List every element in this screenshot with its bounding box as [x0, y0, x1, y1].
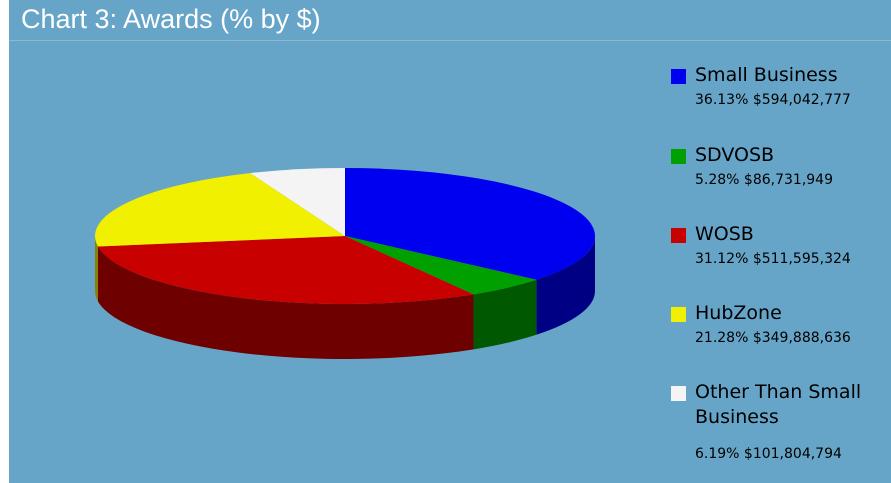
legend-item-other-than-small-business: Other Than Small Business 6.19% $101,804… [671, 383, 891, 473]
legend-swatch-hubzone [671, 307, 686, 322]
pie-side-wosb [98, 246, 474, 359]
legend-label-other-than-small-business: Other Than Small Business [695, 383, 862, 428]
legend-swatch-small-business [671, 69, 686, 84]
pie-slice-sdvosb [345, 236, 537, 295]
pie-side-sdvosb [473, 279, 537, 350]
pie-side-small-business [536, 236, 595, 335]
pie-slice-wosb [98, 236, 474, 304]
legend-swatch-wosb [671, 228, 686, 243]
legend-label-sdvosb: SDVOSB [695, 146, 775, 166]
pie-slice-other-than-small-business [250, 168, 345, 236]
legend-item-hubzone: HubZone 21.28% $349,888,636 [671, 304, 891, 359]
legend-value-wosb: 31.12% $511,595,324 [695, 251, 851, 267]
legend-swatch-other-than-small-business [671, 386, 686, 401]
legend-value-hubzone: 21.28% $349,888,636 [695, 330, 851, 346]
chart-title: Chart 3: Awards (% by $) [21, 4, 321, 34]
pie-slice-small-business [345, 168, 595, 280]
pie-top [94, 168, 595, 304]
legend-label-small-business: Small Business [695, 66, 838, 86]
legend-label-hubzone: HubZone [695, 304, 782, 324]
legend-value-other-than-small-business: 6.19% $101,804,794 [695, 446, 842, 462]
pie-slice-hubzone [94, 173, 345, 247]
pie-side-hubzone [94, 236, 98, 302]
legend-item-wosb: WOSB 31.12% $511,595,324 [671, 225, 891, 280]
legend-item-sdvosb: SDVOSB 5.28% $86,731,949 [671, 146, 891, 201]
title-bar: Chart 3: Awards (% by $) [9, 0, 891, 41]
legend-swatch-sdvosb [671, 149, 686, 164]
legend-label-wosb: WOSB [695, 225, 754, 245]
pie-sides [94, 236, 595, 359]
legend-value-small-business: 36.13% $594,042,777 [695, 92, 851, 108]
legend-value-sdvosb: 5.28% $86,731,949 [695, 172, 833, 188]
legend-item-small-business: Small Business 36.13% $594,042,777 [671, 66, 891, 121]
